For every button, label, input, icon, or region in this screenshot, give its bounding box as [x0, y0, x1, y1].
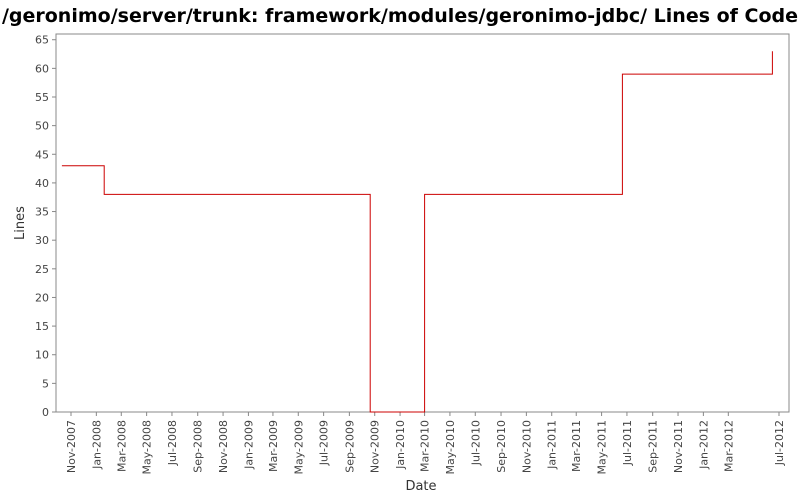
y-tick-label: 55 — [35, 91, 49, 104]
x-tick-label: Nov-2009 — [369, 420, 382, 473]
x-tick-label: Mar-2011 — [570, 420, 583, 472]
x-tick-label: May-2008 — [141, 420, 154, 475]
y-tick-label: 30 — [35, 234, 49, 247]
x-tick-label: Jan-2010 — [394, 420, 407, 470]
x-axis-label: Date — [405, 479, 436, 494]
y-tick-label: 15 — [35, 320, 49, 333]
x-tick-label: Jul-2008 — [166, 420, 179, 466]
x-tick-label: Mar-2010 — [419, 420, 432, 472]
x-tick-label: Nov-2010 — [520, 420, 533, 473]
x-tick-label: Sep-2008 — [192, 420, 205, 473]
y-axis: 0 5 10 15 20 25 30 35 40 45 50 55 60 65 — [35, 34, 56, 419]
y-tick-label: 10 — [35, 349, 49, 362]
series-line — [61, 51, 773, 413]
x-tick-label: Nov-2008 — [217, 420, 230, 473]
x-axis: Nov-2007 Jan-2008 Mar-2008 May-2008 Jul-2008… — [65, 412, 786, 475]
y-tick-label: 5 — [42, 377, 49, 390]
y-axis-label: Lines — [13, 206, 28, 240]
x-tick-label: Jul-2011 — [621, 420, 634, 466]
series-layer — [61, 51, 773, 413]
x-tick-label: Jan-2011 — [546, 420, 559, 470]
y-tick-label: 40 — [35, 177, 49, 190]
x-tick-label: Mar-2009 — [267, 420, 280, 472]
y-tick-label: 25 — [35, 263, 49, 276]
x-tick-label: May-2011 — [596, 420, 609, 475]
y-tick-label: 65 — [35, 34, 49, 47]
x-tick-label: Sep-2010 — [495, 420, 508, 473]
x-tick-label: May-2010 — [444, 420, 457, 475]
y-tick-label: 60 — [35, 62, 49, 75]
x-tick-label: Nov-2007 — [65, 420, 78, 473]
y-tick-label: 45 — [35, 148, 49, 161]
x-tick-label: Nov-2011 — [672, 420, 685, 473]
x-tick-label: Mar-2012 — [722, 420, 735, 472]
y-tick-label: 35 — [35, 206, 49, 219]
y-tick-label: 50 — [35, 120, 49, 133]
x-tick-label: May-2009 — [292, 420, 305, 475]
x-tick-label: Jan-2009 — [242, 420, 255, 470]
x-tick-label: Sep-2011 — [647, 420, 660, 473]
x-tick-label: Mar-2008 — [115, 420, 128, 472]
y-tick-label: 20 — [35, 291, 49, 304]
x-tick-label: Jul-2009 — [318, 420, 331, 466]
y-tick-label: 0 — [42, 406, 49, 419]
x-tick-label: Sep-2009 — [343, 420, 356, 473]
x-tick-label: Jan-2008 — [90, 420, 103, 470]
x-tick-label: Jan-2012 — [697, 420, 710, 470]
plot-area — [55, 33, 790, 413]
chart-title: /geronimo/server/trunk: framework/module… — [2, 5, 798, 27]
x-tick-label: Jul-2010 — [469, 420, 482, 466]
x-tick-label: Jul-2012 — [773, 420, 786, 466]
